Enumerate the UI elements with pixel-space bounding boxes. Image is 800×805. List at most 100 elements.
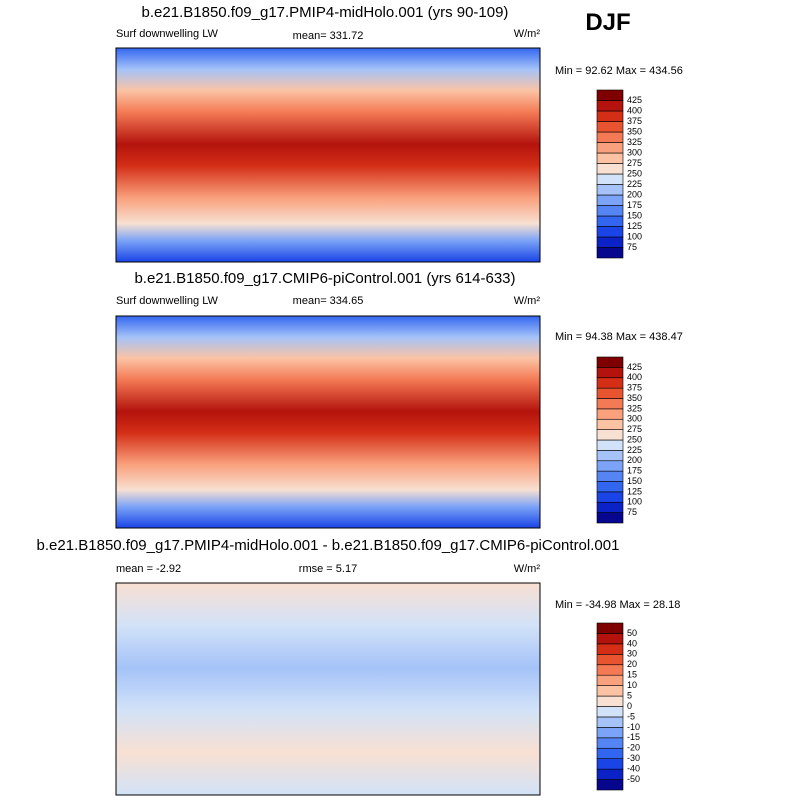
colorbar-label: 225 xyxy=(627,445,642,455)
colorbar-box xyxy=(596,439,624,451)
colorbar-label: 125 xyxy=(627,486,642,496)
colorbar-box xyxy=(596,418,624,430)
colorbar-label: -5 xyxy=(627,711,635,721)
colorbar-label: 300 xyxy=(627,414,642,424)
colorbar-box xyxy=(596,121,624,133)
colorbar-box xyxy=(596,152,624,164)
colorbar-box xyxy=(596,429,624,441)
colorbar-label: 40 xyxy=(627,638,637,648)
colorbar-label: 150 xyxy=(627,476,642,486)
colorbar-box xyxy=(596,110,624,122)
colorbar-label: -50 xyxy=(627,774,640,784)
colorbar-label: 100 xyxy=(627,497,642,507)
colorbar-label: 20 xyxy=(627,659,637,669)
figure-label: DJF xyxy=(585,9,630,36)
colorbar-box xyxy=(596,491,624,503)
colorbar-label: 375 xyxy=(627,116,642,126)
colorbar-box xyxy=(596,685,624,697)
colorbar-label: 150 xyxy=(627,210,642,220)
panel-title: b.e21.B1850.f09_g17.CMIP6-piControl.001 … xyxy=(134,270,515,287)
colorbar-box xyxy=(596,501,624,513)
colorbar-label: 350 xyxy=(627,393,642,403)
colorbar-label: 250 xyxy=(627,168,642,178)
colorbar-label: 375 xyxy=(627,383,642,393)
colorbar-box xyxy=(596,470,624,482)
colorbar-label: 15 xyxy=(627,670,637,680)
panel: b.e21.B1850.f09_g17.CMIP6-piControl.001 … xyxy=(115,270,683,529)
colorbar-label: 30 xyxy=(627,649,637,659)
colorbar-box xyxy=(596,622,624,634)
colorbar-box xyxy=(596,758,624,770)
colorbar-box xyxy=(596,194,624,206)
colorbar-label: 75 xyxy=(627,242,637,252)
colorbar-label: 275 xyxy=(627,158,642,168)
mean: mean = -2.92 xyxy=(116,563,181,575)
colorbar-label: 175 xyxy=(627,466,642,476)
colorbar-label: 75 xyxy=(627,507,637,517)
colorbar-box xyxy=(596,450,624,462)
colorbar-box xyxy=(596,398,624,410)
panel-title: b.e21.B1850.f09_g17.PMIP4-midHolo.001 - … xyxy=(37,537,620,554)
colorbar-box xyxy=(596,706,624,718)
units: W/m² xyxy=(514,295,541,307)
colorbar-box xyxy=(596,779,624,791)
colorbar-label: 250 xyxy=(627,434,642,444)
colorbar-label: -30 xyxy=(627,753,640,763)
variable: Surf downwelling LW xyxy=(116,295,219,307)
colorbar-box xyxy=(596,142,624,154)
mean: mean= 334.65 xyxy=(293,295,364,307)
colorbar-label: 175 xyxy=(627,200,642,210)
units: W/m² xyxy=(514,28,541,40)
colorbar-label: 100 xyxy=(627,231,642,241)
colorbar-label: 425 xyxy=(627,362,642,372)
colorbar-label: 350 xyxy=(627,126,642,136)
colorbar-box xyxy=(596,512,624,524)
colorbar-box xyxy=(596,356,624,368)
colorbar-label: 200 xyxy=(627,189,642,199)
colorbar-box xyxy=(596,367,624,379)
colorbar-box xyxy=(596,481,624,493)
colorbar-label: 275 xyxy=(627,424,642,434)
colorbar-box xyxy=(596,747,624,759)
colorbar-box xyxy=(596,674,624,686)
mean: mean= 331.72 xyxy=(293,30,364,42)
rmse: rmse = 5.17 xyxy=(299,563,357,575)
colorbar-label: 50 xyxy=(627,628,637,638)
colorbar-box xyxy=(596,654,624,666)
colorbar-label: 300 xyxy=(627,147,642,157)
colorbar-box xyxy=(596,768,624,780)
colorbar-box xyxy=(596,643,624,655)
panel-title: b.e21.B1850.f09_g17.PMIP4-midHolo.001 (y… xyxy=(142,4,509,21)
panel: b.e21.B1850.f09_g17.PMIP4-midHolo.001 - … xyxy=(37,537,680,796)
colorbar-label: 325 xyxy=(627,403,642,413)
min-max: Min = 92.62 Max = 434.56 xyxy=(555,65,683,77)
colorbar-box xyxy=(596,460,624,472)
colorbar-label: 200 xyxy=(627,455,642,465)
min-max: Min = 94.38 Max = 438.47 xyxy=(555,331,683,343)
units: W/m² xyxy=(514,563,541,575)
colorbar-box xyxy=(596,664,624,676)
colorbar-box xyxy=(596,727,624,739)
colorbar-box xyxy=(596,737,624,749)
colorbar-box xyxy=(596,163,624,175)
colorbar-box xyxy=(596,226,624,238)
colorbar-label: -40 xyxy=(627,764,640,774)
colorbar-box xyxy=(596,184,624,196)
colorbar-box xyxy=(596,205,624,217)
colorbar-box xyxy=(596,377,624,389)
colorbar-box xyxy=(596,131,624,143)
colorbar-box xyxy=(596,633,624,645)
colorbar-label: 325 xyxy=(627,137,642,147)
colorbar-box xyxy=(596,387,624,399)
colorbar-box xyxy=(596,695,624,707)
colorbar-label: 400 xyxy=(627,372,642,382)
map xyxy=(115,315,541,529)
colorbar-label: 0 xyxy=(627,701,632,711)
colorbar-box xyxy=(596,100,624,112)
colorbar-box xyxy=(596,716,624,728)
colorbar-box xyxy=(596,408,624,420)
variable: Surf downwelling LW xyxy=(116,28,219,40)
colorbar-label: 425 xyxy=(627,95,642,105)
min-max: Min = -34.98 Max = 28.18 xyxy=(555,599,680,611)
